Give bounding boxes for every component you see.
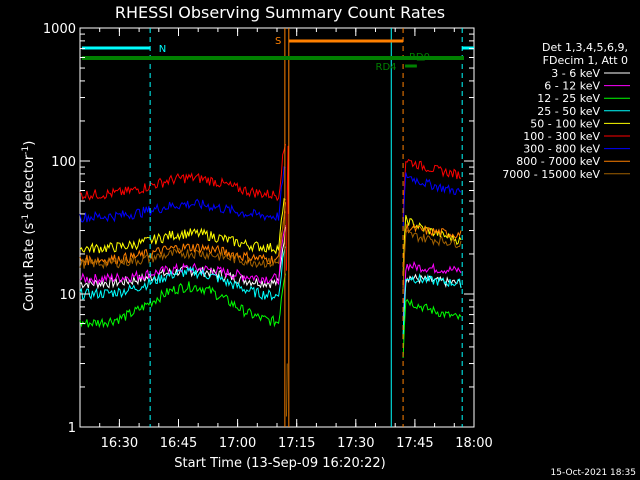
series-line-post [402,260,462,321]
legend-label: 100 - 300 keV [523,130,600,143]
x-tick-label: 16:45 [160,436,197,451]
y-tick-label: 100 [51,155,76,170]
x-axis-label: Start Time (13-Sep-09 16:20:22) [174,456,385,471]
series-line-post [402,214,462,275]
legend: Det 1,3,4,5,6,9, FDecim 1, Att 0 3 - 6 k… [502,41,630,181]
legend-label: 800 - 7000 keV [516,155,600,168]
series-line-pre [79,273,286,329]
series-line-post [402,230,462,291]
legend-label: 3 - 6 keV [551,67,600,80]
legend-label: 50 - 100 keV [530,117,600,130]
x-tick-label: 17:45 [396,436,433,451]
legend-label: 12 - 25 keV [537,92,600,105]
y-axis-label: Count Rate (s-1 detector-1) [21,141,37,312]
legend-header-1: Det 1,3,4,5,6,9, [542,41,628,54]
rd0-label: RD0 [409,52,430,63]
x-tick-label: 17:15 [278,436,315,451]
x-tick-label: 17:00 [219,436,256,451]
rd4-label: RD4 [376,62,397,73]
series-line-pre [79,143,286,202]
chart-title: RHESSI Observing Summary Count Rates [115,3,445,22]
legend-label: 7000 - 15000 keV [502,168,600,181]
y-tick-label: 10 [59,288,76,303]
legend-label: 300 - 800 keV [523,143,600,156]
series-line-pre [79,225,286,286]
y-tick-label: 1 [68,421,76,436]
series-line-pre [79,202,286,267]
legend-label: 6 - 12 keV [544,80,600,93]
night-label: N [159,44,166,55]
x-tick-label: 16:30 [101,436,138,451]
series-line-pre [79,211,286,270]
series-line-pre [79,246,286,301]
flare-spike [285,145,289,271]
footer-timestamp: 15-Oct-2021 18:35 [551,468,636,478]
x-tick-label: 17:30 [337,436,374,451]
legend-header-2: FDecim 1, Att 0 [543,54,628,67]
series-line-post [402,273,462,335]
series-line-post [402,223,462,289]
series-line-pre [79,166,286,223]
series-line-post [402,158,462,219]
x-tick-label: 18:00 [455,436,492,451]
series-line-pre [79,197,286,255]
legend-label: 25 - 50 keV [537,105,600,118]
series-line-post [402,298,462,359]
series-line-post [402,172,462,230]
y-tick-label: 1000 [43,22,76,37]
saa-label: S [275,36,281,47]
flare-spike-low [285,363,288,417]
